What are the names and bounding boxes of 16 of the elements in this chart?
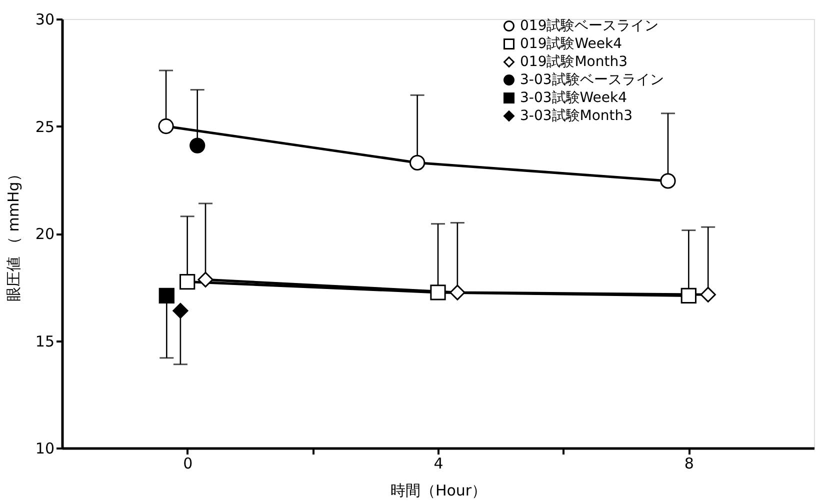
legend-label: 019試験Month3: [520, 54, 628, 70]
legend-label: 019試験ベースライン: [520, 18, 659, 34]
legend-label: 019試験Week4: [520, 36, 622, 52]
y-tick-label: 15: [35, 332, 54, 350]
y-axis-title: 眼圧値 （ mmHg）: [4, 166, 22, 302]
legend-label: 3-03試験Week4: [520, 90, 628, 106]
x-tick-label: 0: [183, 454, 193, 472]
y-tick-label: 10: [35, 440, 54, 458]
legend-label: 3-03試験ベースライン: [520, 72, 664, 88]
y-tick-label: 20: [35, 225, 54, 243]
x-tick-label: 8: [684, 454, 694, 472]
x-axis-title: 時間（Hour）: [390, 482, 487, 500]
x-tick-label: 4: [434, 454, 444, 472]
legend-label: 3-03試験Month3: [520, 108, 633, 124]
y-tick-label: 30: [35, 10, 54, 28]
y-tick-label: 25: [35, 118, 54, 136]
